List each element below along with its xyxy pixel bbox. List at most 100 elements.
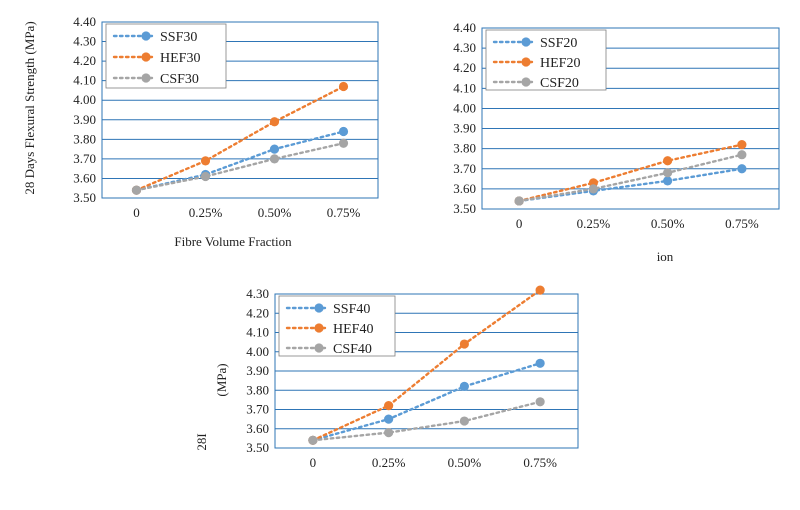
legend-label: SSF20 xyxy=(540,36,577,51)
y-tick-label: 3.60 xyxy=(73,170,96,185)
y-tick-label: 4.20 xyxy=(453,60,476,75)
y-tick-label: 3.60 xyxy=(453,181,476,196)
y-tick-label: 4.00 xyxy=(246,344,269,359)
y-tick-label: 3.50 xyxy=(246,440,269,455)
y-tick-label: 4.10 xyxy=(453,80,476,95)
series-line-hef20 xyxy=(517,143,744,203)
legend-marker xyxy=(314,323,324,333)
data-point-ssf20 xyxy=(737,164,747,174)
data-point-csf30 xyxy=(131,185,142,195)
series-line-hef40 xyxy=(311,288,542,442)
y-tick-label: 4.10 xyxy=(246,325,269,340)
x-axis-title: ion xyxy=(657,249,674,264)
data-point-hef40 xyxy=(384,401,394,411)
y-tick-label: 3.50 xyxy=(453,201,476,216)
data-point-csf20 xyxy=(663,168,673,178)
legend-marker xyxy=(521,77,531,87)
data-point-ssf30 xyxy=(338,126,349,137)
y-tick-label: 4.30 xyxy=(246,286,269,301)
y-axis-title: 28 Days Flexural Strength (MPa) xyxy=(22,21,37,194)
legend-marker xyxy=(314,343,324,353)
legend-box xyxy=(278,295,396,357)
y-tick-label: 4.30 xyxy=(453,40,476,55)
y-tick-label: 3.70 xyxy=(453,161,476,176)
y-tick-label: 4.30 xyxy=(73,34,96,49)
y-tick-label: 4.40 xyxy=(453,20,476,35)
legend-label: HEF30 xyxy=(160,51,200,66)
data-point-ssf40 xyxy=(535,358,545,368)
y-tick-label: 4.00 xyxy=(453,100,476,115)
x-tick-label: 0.75% xyxy=(327,205,361,220)
legend-label: HEF40 xyxy=(333,322,373,337)
series-line-ssf20 xyxy=(517,167,744,203)
x-tick-label: 0.25% xyxy=(372,455,406,470)
y-tick-label: 4.20 xyxy=(73,53,96,68)
chart-ssf20-panel: 3.50 3.60 3.70 3.80 3.90 4.00 4.10 4.20 4.30 4.40… xyxy=(453,20,780,264)
data-point-hef40 xyxy=(459,339,469,349)
legend-marker xyxy=(141,52,151,62)
y-tick-label: 3.90 xyxy=(246,363,269,378)
data-point-hef20 xyxy=(737,140,747,150)
y-tick-label: 3.70 xyxy=(73,151,96,166)
data-point-hef20 xyxy=(663,156,673,166)
data-point-hef30 xyxy=(269,117,280,127)
data-point-csf20 xyxy=(737,150,747,160)
data-point-hef30 xyxy=(200,156,211,166)
series-line-hef30 xyxy=(135,85,345,192)
x-tick-label: 0.75% xyxy=(725,216,759,231)
series-line-csf20 xyxy=(517,153,744,203)
series-line-csf30 xyxy=(135,142,345,192)
series-line-csf40 xyxy=(311,400,542,442)
data-point-csf40 xyxy=(459,416,469,426)
data-point-csf20 xyxy=(514,196,524,206)
legend-marker xyxy=(141,73,151,83)
ylabel-fragment-mpa: (MPa) xyxy=(214,363,229,396)
x-tick-label: 0.25% xyxy=(189,205,223,220)
data-point-csf30 xyxy=(338,138,349,148)
legend-label: CSF30 xyxy=(160,72,199,87)
data-point-ssf30 xyxy=(269,144,280,154)
data-point-csf20 xyxy=(588,184,598,194)
ylabel-fragment-days: 28I xyxy=(194,433,209,450)
chart-ssf30-panel: 3.50 3.60 3.70 3.80 3.90 4.00 4.10 4.20 4.30 4.40… xyxy=(22,14,379,249)
legend-label: CSF20 xyxy=(540,76,579,91)
x-tick-label: 0 xyxy=(133,205,140,220)
data-point-csf40 xyxy=(308,435,318,445)
data-point-ssf20 xyxy=(663,176,673,186)
legend-label: SSF40 xyxy=(333,302,370,317)
y-tick-label: 3.80 xyxy=(246,382,269,397)
legend-label: CSF40 xyxy=(333,342,372,357)
y-tick-label: 3.80 xyxy=(453,141,476,156)
y-tick-label: 4.00 xyxy=(73,92,96,107)
x-axis-title: Fibre Volume Fraction xyxy=(174,234,292,249)
legend-marker xyxy=(314,303,324,313)
data-point-hef30 xyxy=(338,81,349,92)
x-tick-label: 0.50% xyxy=(651,216,685,231)
x-tick-label: 0.75% xyxy=(523,455,557,470)
legend-box xyxy=(485,29,607,91)
y-tick-label: 3.50 xyxy=(73,190,96,205)
legend-label: HEF20 xyxy=(540,56,580,71)
data-point-hef40 xyxy=(535,285,545,295)
y-tick-label: 3.90 xyxy=(453,121,476,136)
y-tick-label: 4.40 xyxy=(73,14,96,29)
data-point-ssf40 xyxy=(384,414,394,424)
legend-label: SSF30 xyxy=(160,30,197,45)
chart-ssf40-panel: 3.50 3.60 3.70 3.80 3.90 4.00 4.10 4.20 4.30 0 0.2… xyxy=(246,285,579,470)
data-point-csf30 xyxy=(200,171,211,182)
data-point-csf30 xyxy=(269,154,280,164)
y-tick-label: 3.70 xyxy=(246,402,269,417)
data-point-csf40 xyxy=(384,428,394,438)
data-point-ssf40 xyxy=(459,381,469,391)
legend-marker xyxy=(521,37,531,47)
legend-marker xyxy=(521,57,531,67)
y-tick-label: 4.20 xyxy=(246,305,269,320)
x-tick-label: 0.25% xyxy=(577,216,611,231)
data-point-csf40 xyxy=(535,397,545,407)
x-tick-label: 0.50% xyxy=(258,205,292,220)
legend-marker xyxy=(141,31,151,41)
y-tick-label: 3.80 xyxy=(73,131,96,146)
y-tick-label: 4.10 xyxy=(73,73,96,88)
y-tick-label: 3.90 xyxy=(73,112,96,127)
